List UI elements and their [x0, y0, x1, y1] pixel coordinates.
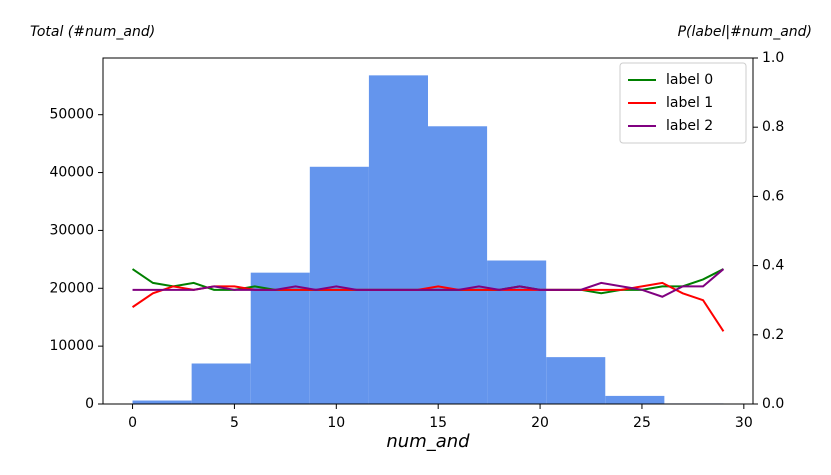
- y-tick-label: 10000: [49, 338, 94, 354]
- hist-bar: [546, 357, 606, 404]
- legend-label: label 2: [666, 118, 713, 134]
- y2-tick-label: 0.6: [762, 188, 784, 204]
- x-tick-label: 10: [327, 415, 345, 431]
- x-tick-label: 5: [230, 415, 239, 431]
- hist-bar: [487, 260, 547, 404]
- y-tick-label: 0: [85, 396, 94, 412]
- hist-bar: [132, 400, 192, 404]
- hist-bar: [605, 395, 665, 404]
- hist-bar: [250, 272, 310, 404]
- y-tick-label: 20000: [49, 280, 94, 296]
- plot-frame: [102, 57, 754, 405]
- y2-axis-label: P(label|#num_and): [678, 24, 812, 40]
- series-line: [131, 281, 725, 332]
- x-axis-label: num_and: [386, 431, 470, 452]
- legend-label: label 0: [666, 72, 713, 88]
- y2-tick-label: 0.8: [762, 119, 784, 135]
- y-tick-label: 40000: [49, 165, 94, 181]
- legend-label: label 1: [666, 95, 713, 111]
- y-tick-label: 30000: [49, 222, 94, 238]
- y2-tick-label: 1.0: [762, 50, 784, 66]
- hist-bar: [191, 363, 251, 404]
- y-tick-label: 50000: [49, 107, 94, 123]
- x-tick-label: 20: [531, 415, 549, 431]
- y-axis-label: Total (#num_and): [30, 24, 155, 40]
- series-line: [132, 268, 725, 298]
- x-tick-label: 30: [735, 415, 753, 431]
- hist-bar: [428, 126, 488, 405]
- legend-box: [619, 62, 747, 144]
- y2-tick-label: 0.0: [762, 396, 784, 412]
- x-tick-label: 25: [633, 415, 651, 431]
- hist-bar: [368, 75, 428, 405]
- y2-tick-label: 0.4: [762, 258, 784, 274]
- hist-bar: [309, 166, 369, 404]
- x-tick-label: 15: [429, 415, 447, 431]
- y2-tick-label: 0.2: [762, 327, 784, 343]
- x-tick-label: 0: [128, 415, 137, 431]
